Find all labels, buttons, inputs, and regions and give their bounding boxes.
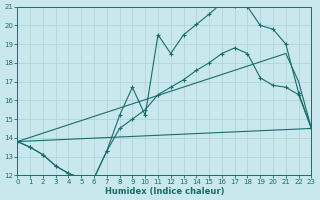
X-axis label: Humidex (Indice chaleur): Humidex (Indice chaleur) xyxy=(105,187,224,196)
